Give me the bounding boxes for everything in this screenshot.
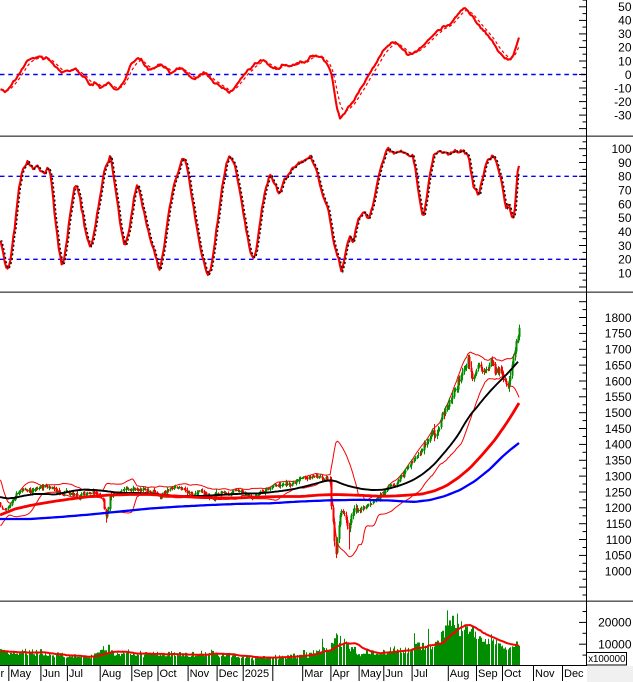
svg-text:1550: 1550 [605, 390, 632, 404]
svg-text:-20: -20 [614, 95, 632, 109]
svg-text:Sep: Sep [478, 668, 498, 680]
svg-text:Dec: Dec [219, 668, 239, 680]
svg-text:50: 50 [618, 211, 632, 225]
svg-text:20: 20 [618, 41, 632, 55]
svg-text:1200: 1200 [605, 501, 632, 515]
svg-text:40: 40 [618, 225, 632, 239]
svg-text:Mar: Mar [304, 668, 323, 680]
svg-text:1750: 1750 [605, 327, 632, 341]
svg-text:30: 30 [618, 27, 632, 41]
svg-text:100: 100 [611, 142, 631, 156]
svg-text:0: 0 [625, 68, 632, 82]
svg-text:Apr: Apr [332, 668, 349, 680]
svg-text:1300: 1300 [605, 469, 632, 483]
svg-text:1150: 1150 [606, 517, 632, 531]
svg-text:Jun: Jun [385, 668, 403, 680]
svg-text:1250: 1250 [605, 485, 632, 499]
svg-text:1000: 1000 [605, 565, 632, 579]
svg-text:Oct: Oct [504, 668, 521, 680]
svg-text:Sep: Sep [133, 668, 153, 680]
svg-text:r: r [1, 668, 5, 680]
svg-text:80: 80 [618, 170, 632, 184]
svg-text:60: 60 [618, 197, 632, 211]
svg-text:Jun: Jun [42, 668, 60, 680]
svg-text:20: 20 [618, 253, 632, 267]
svg-text:May: May [10, 668, 31, 680]
svg-text:10000: 10000 [598, 638, 632, 652]
svg-text:30: 30 [618, 239, 632, 253]
svg-text:1050: 1050 [605, 549, 632, 563]
svg-text:1400: 1400 [605, 438, 632, 452]
svg-text:1100: 1100 [606, 533, 632, 547]
svg-text:Nov: Nov [535, 668, 555, 680]
svg-text:Oct: Oct [160, 668, 177, 680]
svg-text:-30: -30 [614, 108, 632, 122]
svg-text:Jul: Jul [414, 668, 428, 680]
svg-text:1450: 1450 [605, 422, 632, 436]
svg-text:May: May [361, 668, 382, 680]
svg-text:Aug: Aug [450, 668, 470, 680]
svg-text:1500: 1500 [605, 406, 632, 420]
svg-text:90: 90 [618, 156, 632, 170]
svg-text:20000: 20000 [598, 616, 632, 630]
svg-text:Nov: Nov [190, 668, 210, 680]
svg-text:1800: 1800 [605, 311, 632, 325]
svg-text:Aug: Aug [102, 668, 122, 680]
svg-text:1350: 1350 [605, 454, 632, 468]
svg-text:50: 50 [618, 0, 632, 14]
svg-text:2025: 2025 [245, 668, 269, 680]
svg-text:10: 10 [618, 267, 632, 281]
svg-text:1700: 1700 [605, 343, 632, 357]
svg-text:Jul: Jul [69, 668, 83, 680]
svg-text:70: 70 [618, 184, 632, 198]
svg-text:10: 10 [618, 54, 632, 68]
svg-text:Dec: Dec [564, 668, 584, 680]
svg-text:1600: 1600 [605, 374, 632, 388]
svg-text:x100000: x100000 [588, 654, 626, 665]
svg-text:1650: 1650 [605, 358, 632, 372]
svg-text:-10: -10 [614, 81, 632, 95]
svg-text:40: 40 [618, 14, 632, 28]
